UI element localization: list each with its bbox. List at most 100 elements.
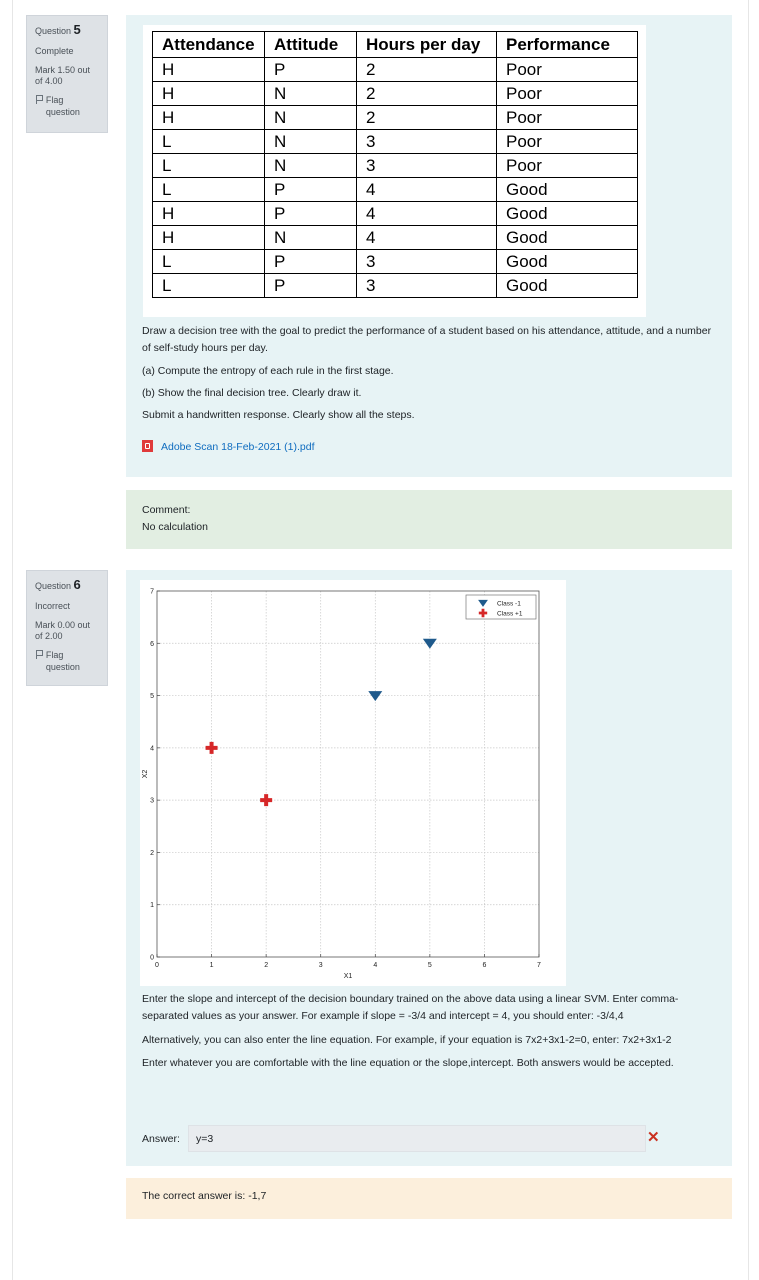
table-cell: H: [152, 105, 265, 130]
table-cell: Good: [496, 225, 638, 250]
table-cell: N: [264, 153, 357, 178]
question-label: Question: [35, 26, 72, 36]
table-cell: L: [152, 249, 265, 274]
question-5-text: Draw a decision tree with the goal to pr…: [142, 323, 722, 456]
y-tick-label: 3: [150, 798, 154, 805]
y-tick-label: 6: [150, 641, 154, 648]
x-tick-label: 1: [210, 962, 214, 969]
legend-marker: [478, 599, 488, 607]
table-cell: P: [264, 249, 357, 274]
question-label: Question: [35, 581, 72, 591]
table-cell: H: [152, 57, 265, 82]
table-cell: P: [264, 201, 357, 226]
table-row: H N 2 Poor: [152, 81, 638, 106]
attachment-link[interactable]: Adobe Scan 18-Feb-2021 (1).pdf: [161, 440, 315, 453]
table-row: L N 3 Poor: [152, 129, 638, 154]
question-instruction: Enter the slope and intercept of the dec…: [142, 993, 679, 1023]
comment-box: Comment: No calculation: [126, 490, 732, 549]
incorrect-icon: ✕: [647, 1129, 660, 1146]
table-row: L P 3 Good: [152, 249, 638, 274]
data-point: [205, 741, 218, 754]
question-submit-note: Submit a handwritten response. Clearly s…: [142, 409, 415, 422]
correct-answer-text: The correct answer is: -1,7: [142, 1190, 267, 1202]
table-cell: N: [264, 225, 357, 250]
table-cell: Good: [496, 177, 638, 202]
table-cell: 2: [356, 57, 497, 82]
legend-marker: [478, 608, 488, 618]
legend-label: Class -1: [497, 601, 521, 608]
table-cell: Good: [496, 273, 638, 298]
table-cell: 2: [356, 105, 497, 130]
y-tick-label: 0: [150, 955, 154, 962]
table-cell: P: [264, 273, 357, 298]
question-note: Enter whatever you are comfortable with …: [142, 1056, 674, 1069]
x-tick-label: 6: [482, 962, 486, 969]
table-cell: L: [152, 129, 265, 154]
question-instruction: Draw a decision tree with the goal to pr…: [142, 325, 712, 355]
table-cell: Poor: [496, 129, 638, 154]
table-header-row: Attendance Attitude Hours per day Perfor…: [152, 31, 638, 58]
y-tick-label: 5: [150, 693, 154, 700]
table-row: L P 4 Good: [152, 177, 638, 202]
x-tick-label: 7: [537, 962, 541, 969]
data-point: [422, 638, 437, 649]
page-frame: [12, 0, 749, 1280]
table-row: L N 3 Poor: [152, 153, 638, 178]
question-mark: Mark 0.00 out of 2.00: [35, 619, 91, 642]
plot-frame: [156, 590, 540, 958]
table-cell: 3: [356, 153, 497, 178]
question-6-info: Question 6 Incorrect Mark 0.00 out of 2.…: [26, 570, 108, 686]
flag-label: Flag question: [45, 649, 80, 672]
question-6-text: Enter the slope and intercept of the dec…: [142, 991, 722, 1072]
question-mark: Mark 1.50 out of 4.00: [35, 64, 91, 87]
flag-question-link[interactable]: Flag question: [35, 94, 99, 118]
table-cell: L: [152, 153, 265, 178]
x-tick-label: 5: [428, 962, 432, 969]
table-cell: 4: [356, 225, 497, 250]
table-header: Attitude: [264, 31, 357, 58]
answer-input[interactable]: [188, 1125, 646, 1152]
question-number-value: 5: [73, 22, 81, 37]
legend-box: [465, 594, 537, 620]
table-cell: P: [264, 177, 357, 202]
table-cell: H: [152, 81, 265, 106]
table-cell: H: [152, 201, 265, 226]
question-state: Incorrect: [35, 600, 71, 611]
x-axis-label: X1: [344, 973, 353, 980]
data-point: [368, 691, 383, 702]
table-row: H P 4 Good: [152, 201, 638, 226]
table-cell: H: [152, 225, 265, 250]
x-tick-label: 2: [264, 962, 268, 969]
table-cell: N: [264, 81, 357, 106]
data-table-image: Attendance Attitude Hours per day Perfor…: [143, 25, 646, 317]
flag-icon: [35, 649, 43, 659]
table-cell: Good: [496, 201, 638, 226]
table-row: H N 4 Good: [152, 225, 638, 250]
question-number: Question 5: [35, 22, 99, 39]
question-part-a: (a) Compute the entropy of each rule in …: [142, 364, 394, 377]
x-tick-label: 0: [155, 962, 159, 969]
x-tick-label: 4: [373, 962, 377, 969]
data-point: [260, 794, 273, 807]
table-cell: 4: [356, 177, 497, 202]
question-alternative: Alternatively, you can also enter the li…: [142, 1033, 672, 1046]
question-5-info: Question 5 Complete Mark 1.50 out of 4.0…: [26, 15, 108, 133]
table-header: Performance: [496, 31, 638, 58]
table-cell: N: [264, 129, 357, 154]
table-cell: N: [264, 105, 357, 130]
question-number-value: 6: [73, 577, 81, 592]
question-number: Question 6: [35, 577, 99, 594]
table-cell: 3: [356, 249, 497, 274]
table-row: L P 3 Good: [152, 273, 638, 298]
scatter-plot: 0 1 2 3 4 5 6 7 0 1 2 3 4 5 6 7 X1 X2 Class -1 Class +1: [140, 580, 566, 986]
flag-question-link[interactable]: Flag question: [35, 649, 99, 673]
y-axis-label: X2: [142, 770, 149, 779]
table-row: H P 2 Poor: [152, 57, 638, 82]
y-tick-label: 7: [150, 589, 154, 596]
comment-label: Comment:: [142, 504, 191, 516]
table-cell: Poor: [496, 153, 638, 178]
table-cell: L: [152, 177, 265, 202]
table-cell: 3: [356, 129, 497, 154]
flag-label: Flag question: [45, 94, 80, 117]
y-tick-label: 2: [150, 850, 154, 857]
